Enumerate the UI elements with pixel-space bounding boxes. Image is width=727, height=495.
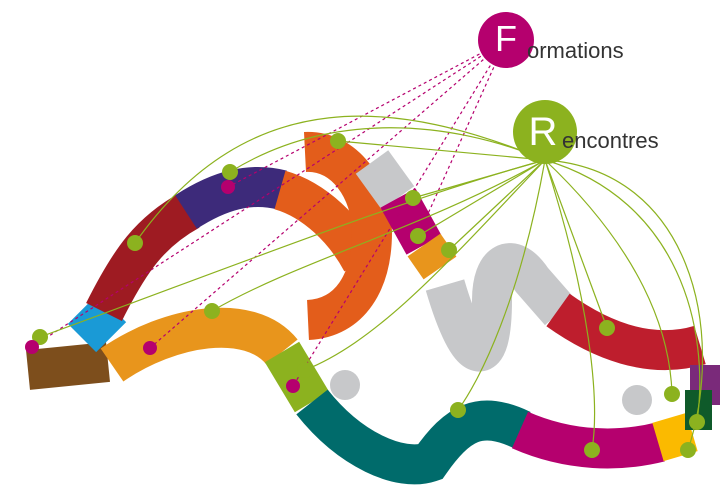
dot: [330, 370, 360, 400]
rencontres-initial: R: [529, 110, 558, 154]
illustration: F ormations R encontres: [0, 0, 727, 495]
rencontres-label: encontres: [562, 128, 659, 153]
dot: [622, 385, 652, 415]
formations-label: ormations: [527, 38, 624, 63]
formations-initial: F: [495, 18, 517, 59]
ribbons: [28, 152, 720, 464]
